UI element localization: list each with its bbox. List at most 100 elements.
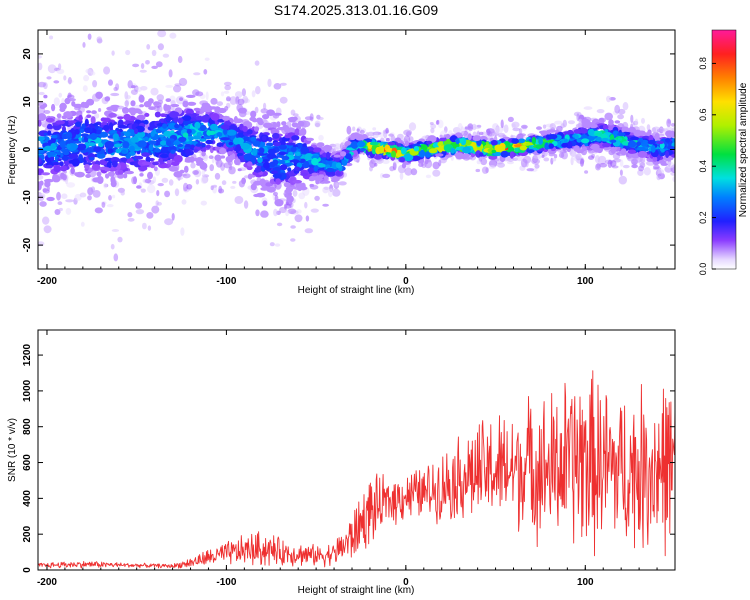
- spectrogram-cell: [326, 167, 334, 173]
- spectrogram-cell: [214, 172, 221, 180]
- spectrogram-cell: [173, 141, 180, 146]
- spectrogram-cell: [356, 128, 360, 132]
- spectrogram-cell: [166, 140, 172, 146]
- spectrogram-cell: [72, 140, 82, 144]
- spectrogram-cell: [538, 137, 543, 145]
- spectrogram-cell: [576, 113, 580, 122]
- spectrogram-cell: [594, 155, 601, 164]
- spectrogram-cell: [186, 129, 192, 134]
- spectrogram-cell: [637, 150, 648, 158]
- spectrogram-cell: [610, 146, 617, 154]
- spectrogram-cell: [290, 109, 296, 116]
- spectrogram-cell: [310, 208, 319, 213]
- spectrogram-cell: [531, 136, 537, 145]
- spectrogram-cell: [350, 141, 359, 149]
- spectrogram-cell: [274, 243, 281, 247]
- spectrogram-cell: [372, 127, 377, 131]
- spectrogram-cell: [404, 140, 409, 147]
- spectrogram-cell: [212, 184, 218, 188]
- spectrogram-cell: [38, 81, 46, 88]
- spectrogram-cell: [581, 118, 591, 126]
- spectrogram-cell: [266, 109, 275, 116]
- spectrogram-cell: [355, 134, 365, 141]
- spectrogram-cell: [333, 156, 341, 162]
- spectrogram-cell: [314, 195, 320, 201]
- spectrogram-cell: [85, 68, 92, 74]
- figure-title: S174.2025.313.01.16.G09: [274, 2, 438, 18]
- spectrogram-cell: [243, 200, 249, 209]
- spectrogram-cell: [216, 132, 223, 137]
- spectrogram-cell: [285, 162, 294, 166]
- spectrogram-cell: [139, 104, 145, 108]
- spectrogram-cell: [50, 143, 56, 150]
- spectrogram-cell: [43, 110, 51, 114]
- spectrogram-cell: [51, 103, 56, 112]
- spectrogram-cell: [78, 114, 83, 122]
- spectrogram-cell: [170, 130, 175, 134]
- spectrogram-cell: [147, 126, 154, 131]
- spectrogram-cell: [273, 141, 281, 147]
- spectrogram-cell: [536, 126, 542, 130]
- spectrogram-cell: [293, 116, 298, 121]
- spectrogram-cell: [122, 141, 130, 149]
- spectrogram-cell: [544, 142, 549, 150]
- spectrogram-cell: [476, 124, 482, 128]
- spectrogram-cell: [308, 167, 315, 175]
- spectrogram-cell: [573, 145, 580, 152]
- spectrogram-cell: [335, 171, 341, 176]
- spectrogram-cell: [657, 169, 664, 175]
- spectrogram-cell: [638, 165, 645, 172]
- spectrogram-cell: [94, 113, 100, 119]
- spectrogram-cell: [157, 43, 164, 51]
- spectrogram-cell: [246, 129, 253, 135]
- spectrogram-cell: [490, 139, 498, 146]
- spectrogram-cell: [67, 120, 77, 124]
- spectrogram-cell: [240, 142, 251, 150]
- spectrogram-cell: [575, 153, 582, 161]
- spectrogram-cell: [399, 156, 406, 163]
- spectrogram-cell: [273, 83, 282, 90]
- spectrogram-cell: [71, 101, 76, 107]
- spectrogram-cell: [378, 146, 385, 154]
- snr-ytick-label: 800: [22, 418, 33, 435]
- spectrogram-cell: [341, 159, 348, 166]
- spectrogram-cell: [123, 173, 128, 179]
- spectrogram-cell: [108, 112, 117, 118]
- spectrogram-cell: [258, 147, 265, 154]
- spectrogram-cell: [587, 128, 595, 136]
- spectrogram-cell: [130, 89, 138, 95]
- spectrogram-cell: [278, 151, 287, 156]
- colorbar: 0.0 0.2 0.4 0.6 0.8 Normalized spectral ampl…: [698, 29, 749, 275]
- spectrogram-cell: [432, 169, 441, 177]
- spectrogram-cell: [104, 96, 111, 102]
- spectrogram-cell: [526, 149, 535, 153]
- spectrogram-cell: [627, 156, 635, 162]
- spectrogram-cell: [96, 171, 102, 177]
- spectrogram-cell: [186, 184, 193, 190]
- spectrogram-cell: [546, 129, 556, 133]
- spectrogram-cell: [136, 185, 142, 189]
- spectrogram-cell: [617, 132, 626, 137]
- spectrogram-cell: [511, 138, 519, 144]
- spectrogram-cell: [486, 128, 491, 136]
- snr-xtick-label: -200: [37, 577, 57, 588]
- spectrogram-cell: [65, 199, 74, 203]
- spectrogram-cell: [141, 161, 152, 166]
- spectrogram-cell: [210, 97, 218, 105]
- spectrogram-cell: [201, 169, 205, 177]
- snr-series-line: [38, 370, 675, 569]
- spectrogram-cell: [313, 165, 318, 172]
- spectrogram-cell: [650, 145, 656, 153]
- spectrogram-cell: [200, 124, 207, 132]
- spectrogram-cell: [38, 157, 42, 164]
- spectrogram-cell: [267, 78, 272, 88]
- spectrogram-cell: [618, 108, 626, 115]
- spectrogram-cell: [84, 164, 90, 170]
- spectrogram-cell: [80, 221, 85, 227]
- spectrogram-cell: [217, 142, 223, 147]
- spectrogram-cell: [140, 63, 145, 69]
- spectrogram-cell: [58, 92, 63, 98]
- spectrogram-cell: [589, 124, 598, 129]
- spectrogram-cell: [275, 178, 281, 185]
- spectrogram-cell: [266, 153, 277, 160]
